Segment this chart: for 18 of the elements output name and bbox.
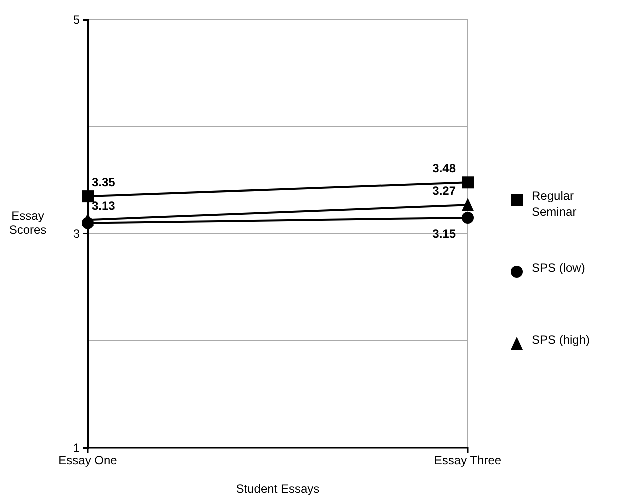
data-label: 3.35 bbox=[92, 176, 116, 190]
point bbox=[82, 190, 94, 203]
y-tick-label: 3 bbox=[73, 226, 80, 241]
data-label: 3.15 bbox=[432, 226, 456, 241]
data-label: 3.48 bbox=[432, 162, 456, 176]
point bbox=[462, 212, 474, 224]
x-axis-title: Student Essays bbox=[236, 482, 320, 496]
data-label: 3.27 bbox=[432, 184, 456, 198]
data-label: 3.13 bbox=[92, 199, 116, 214]
legend-label: SPS (high) bbox=[532, 333, 590, 347]
x-tick-label: Essay One bbox=[58, 454, 118, 468]
y-axis-title: Essay Scores bbox=[9, 209, 47, 237]
point bbox=[462, 176, 474, 189]
x-tick-label: Essay Three bbox=[434, 454, 502, 468]
legend-label: Regular Seminar bbox=[532, 189, 577, 219]
legend-label: SPS (low) bbox=[532, 261, 586, 275]
y-tick-label: 1 bbox=[73, 440, 80, 455]
y-tick-label: 5 bbox=[73, 12, 80, 27]
